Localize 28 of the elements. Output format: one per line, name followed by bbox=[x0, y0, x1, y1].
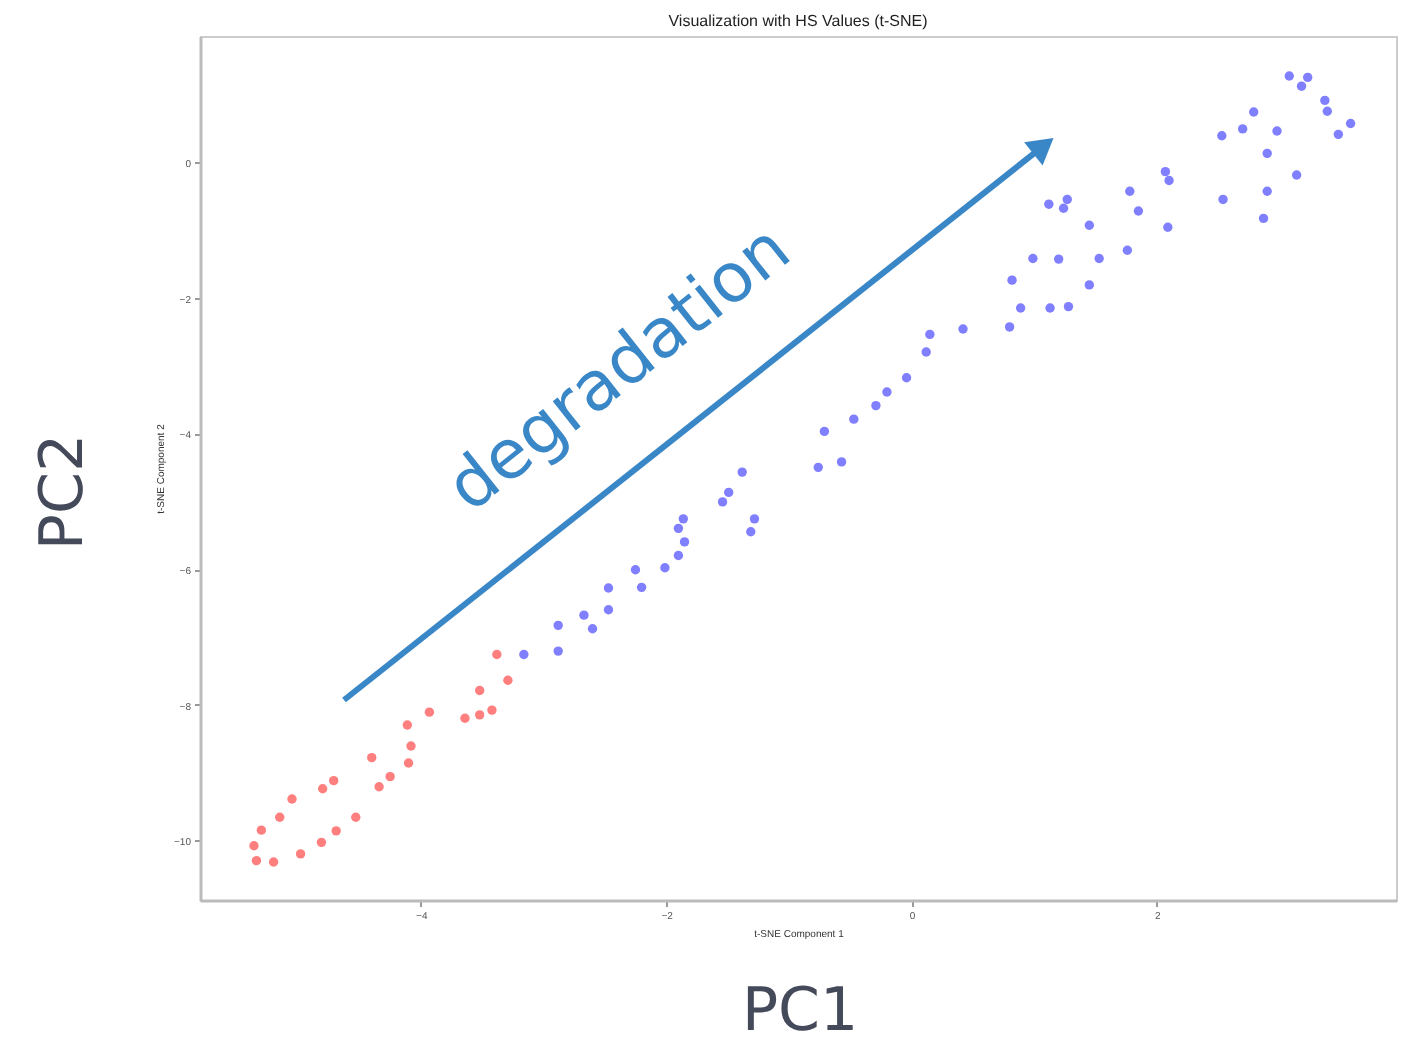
point bbox=[351, 812, 361, 822]
point bbox=[295, 849, 306, 859]
point bbox=[403, 758, 414, 768]
point bbox=[331, 826, 341, 836]
point bbox=[424, 707, 435, 717]
point bbox=[402, 720, 412, 730]
point bbox=[492, 649, 502, 660]
point bbox=[251, 855, 262, 866]
point bbox=[287, 794, 297, 804]
point bbox=[487, 705, 497, 715]
point bbox=[474, 710, 485, 720]
point bbox=[385, 771, 395, 782]
point bbox=[374, 782, 384, 792]
point bbox=[503, 675, 513, 685]
point bbox=[474, 685, 485, 696]
text: PC1 bbox=[741, 976, 859, 1046]
point bbox=[406, 741, 416, 751]
point bbox=[317, 784, 328, 794]
point bbox=[316, 837, 327, 848]
text: PC2 bbox=[28, 433, 98, 551]
point bbox=[275, 812, 285, 822]
chart-title: Visualization with HS Values (t-SNE) bbox=[668, 12, 929, 30]
point bbox=[256, 825, 267, 835]
point bbox=[268, 857, 279, 867]
point bbox=[329, 775, 339, 786]
point bbox=[249, 841, 259, 851]
point bbox=[367, 752, 377, 763]
point bbox=[460, 713, 470, 723]
